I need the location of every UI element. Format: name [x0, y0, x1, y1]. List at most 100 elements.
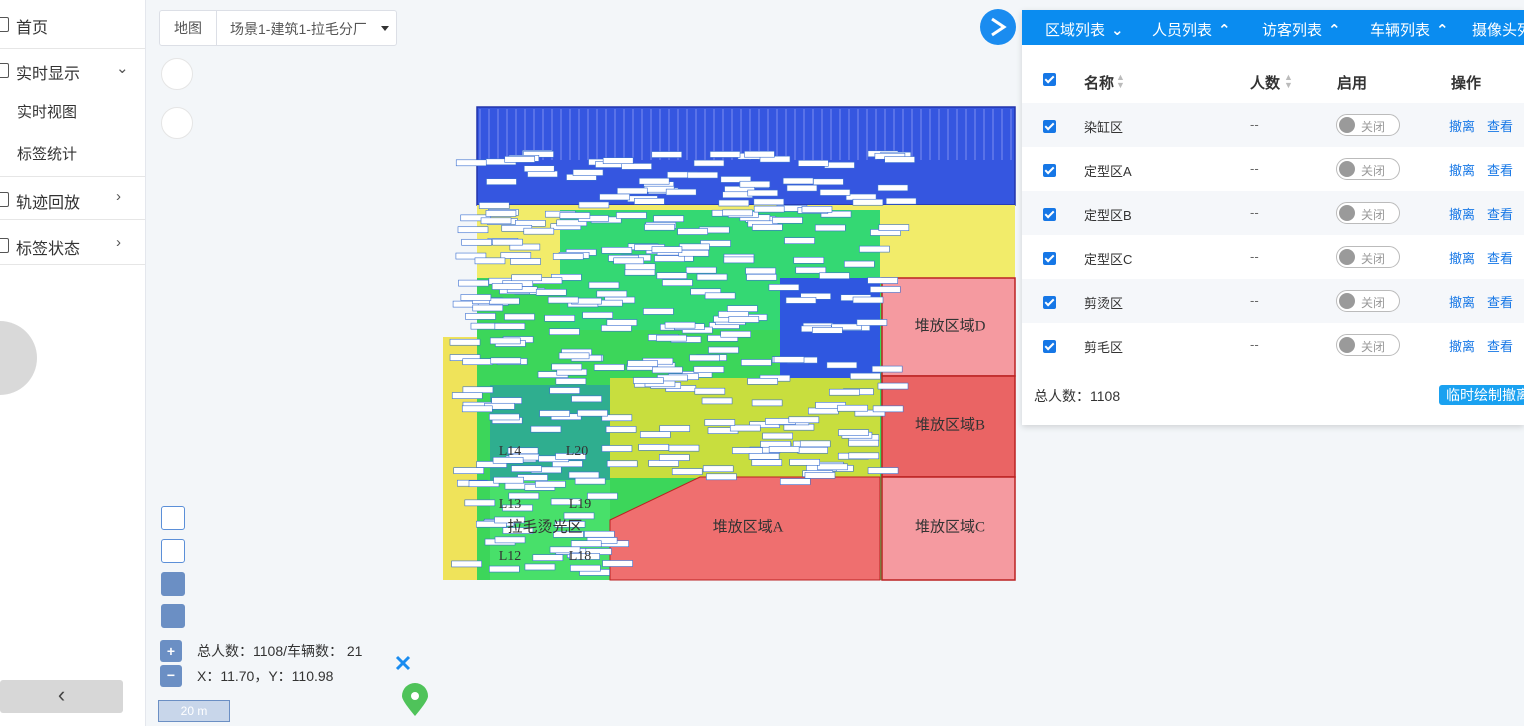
tag-box — [570, 540, 602, 548]
view-link[interactable]: 查看 — [1487, 163, 1514, 178]
zone-label: 堆放区域D — [915, 317, 986, 334]
tag-box — [687, 171, 719, 179]
tag-box — [768, 446, 800, 453]
tab-label: 区域列表 — [1045, 22, 1106, 39]
tag-box — [554, 521, 586, 528]
row-checkbox[interactable] — [1043, 296, 1056, 309]
tag-box — [582, 311, 613, 319]
zoom-out[interactable]: − — [160, 665, 182, 687]
tag-box — [458, 279, 489, 287]
view-link[interactable]: 查看 — [1487, 207, 1514, 222]
reset-button[interactable] — [161, 107, 193, 139]
tag-box — [464, 499, 496, 507]
enable-toggle[interactable]: 关闭 — [1336, 246, 1400, 268]
collapse-button[interactable]: ‹ — [0, 680, 123, 713]
tag-box — [568, 471, 600, 479]
zone-name: 定型区C — [1084, 252, 1133, 267]
tag-box — [700, 240, 731, 247]
tag-box — [729, 424, 761, 432]
tag-box — [648, 460, 679, 467]
tag-box — [472, 304, 504, 312]
tab[interactable]: 车辆列表 ⌃ — [1370, 19, 1449, 40]
zoom-in[interactable]: + — [160, 640, 182, 662]
view-link[interactable]: 查看 — [1487, 339, 1514, 354]
evacuate-link[interactable]: 撤离 — [1449, 251, 1476, 266]
row-checkbox[interactable] — [1043, 252, 1056, 265]
tab[interactable]: 区域列表 ⌄ — [1045, 19, 1124, 40]
tag-box — [831, 323, 862, 331]
menu-icon — [0, 63, 9, 78]
map-tool[interactable] — [161, 572, 185, 596]
tag-box — [689, 354, 720, 362]
tag-box — [664, 321, 696, 329]
tag-box — [804, 472, 836, 479]
tag-box — [824, 161, 855, 169]
tag-box — [709, 151, 741, 158]
row-checkbox[interactable] — [1043, 208, 1056, 221]
map-tool[interactable] — [161, 539, 185, 563]
submenu-item[interactable]: 标签统计 — [17, 146, 78, 163]
menu-label: 轨迹回放 — [16, 195, 81, 212]
tag-box — [549, 328, 580, 336]
view-link[interactable]: 查看 — [1487, 119, 1514, 134]
evacuate-link[interactable]: 撤离 — [1449, 119, 1476, 134]
enable-toggle[interactable]: 关闭 — [1336, 290, 1400, 312]
scene-select[interactable]: 场景1-建筑1-拉毛分厂 — [216, 10, 397, 46]
menu-icon — [0, 192, 9, 207]
submenu-item[interactable]: 实时视图 — [17, 104, 78, 121]
evacuate-link[interactable]: 撤离 — [1449, 163, 1476, 178]
tag-box — [727, 305, 758, 312]
row-checkbox[interactable] — [1043, 340, 1056, 353]
enable-toggle[interactable]: 关闭 — [1336, 114, 1400, 136]
evacuate-link[interactable]: 撤离 — [1449, 339, 1476, 354]
tag-box — [491, 397, 522, 404]
evacuate-link[interactable]: 撤离 — [1449, 295, 1476, 310]
enable-toggle[interactable]: 关闭 — [1336, 334, 1400, 356]
tag-box — [643, 308, 674, 315]
header-checkbox[interactable] — [1043, 73, 1056, 86]
row-checkbox[interactable] — [1043, 164, 1056, 177]
map-tool[interactable] — [161, 604, 185, 628]
tab[interactable]: 访客列表 ⌃ — [1262, 19, 1341, 40]
enable-toggle[interactable]: 关闭 — [1336, 202, 1400, 224]
panel-toggle[interactable] — [980, 9, 1016, 45]
map-tool[interactable] — [161, 506, 185, 530]
tag-box — [524, 563, 556, 571]
tag-box — [493, 476, 524, 484]
tab[interactable]: 摄像头列表 — [1472, 19, 1524, 40]
tab[interactable]: 人员列表 ⌃ — [1152, 19, 1231, 40]
coordinates: X：11.70，Y：110.98 — [197, 668, 334, 684]
map: 堆放区域D 堆放区域B 堆放区域C 堆放区域A 拉毛烫光区 L14 L20 L13 L19 L12… — [395, 9, 1016, 716]
tag-box — [753, 198, 785, 206]
tag-box — [489, 297, 520, 305]
tag-box — [449, 338, 481, 346]
zone-label: L14 — [499, 444, 522, 459]
tag-box — [455, 159, 487, 167]
row-checkbox[interactable] — [1043, 120, 1056, 133]
tag-box — [789, 458, 820, 466]
view-link[interactable]: 查看 — [1487, 251, 1514, 266]
tag-box — [572, 169, 604, 176]
evacuate-link[interactable]: 撤离 — [1449, 207, 1476, 222]
enable-toggle[interactable]: 关闭 — [1336, 158, 1400, 180]
tag-box — [722, 209, 753, 217]
toggle-knob — [1339, 293, 1355, 309]
zone-label: L12 — [499, 549, 522, 564]
map-area — [881, 277, 1016, 377]
location-pin-dot — [411, 692, 419, 700]
zone-name: 定型区B — [1084, 208, 1132, 223]
tag-box — [877, 184, 909, 192]
tag-box — [552, 253, 584, 260]
tag-box — [569, 553, 600, 560]
search-button[interactable] — [161, 58, 193, 90]
toggle-knob — [1339, 337, 1355, 353]
map-button[interactable]: 地图 — [159, 10, 217, 46]
draw-evacuate-button[interactable]: 临时绘制撤离 — [1439, 385, 1524, 405]
chevron: ⌄ — [116, 60, 129, 77]
view-link[interactable]: 查看 — [1487, 295, 1514, 310]
tag-box — [693, 366, 725, 373]
tag-box — [601, 247, 633, 254]
zone-name: 剪烫区 — [1084, 296, 1124, 311]
tag-box — [867, 277, 898, 284]
tag-box — [551, 363, 583, 371]
